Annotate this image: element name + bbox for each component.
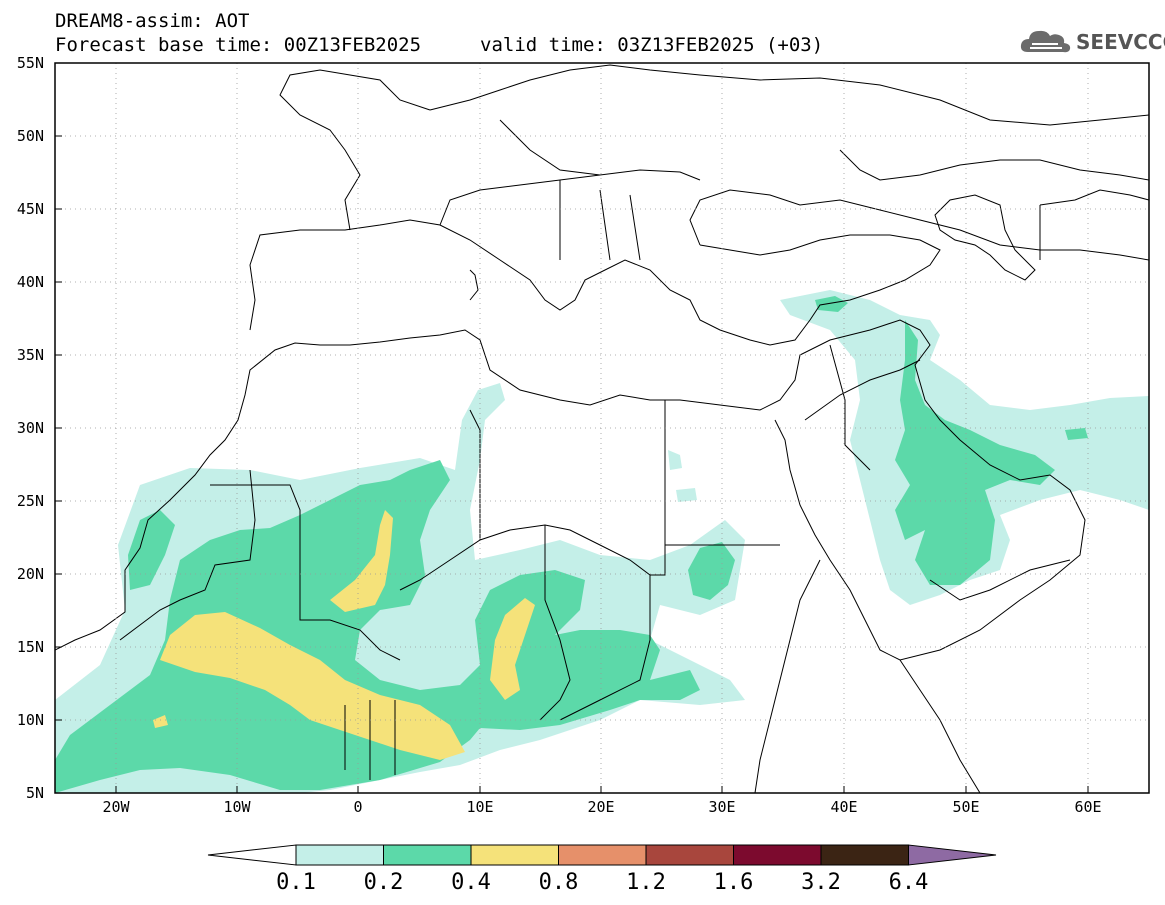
lon-label-40e: 40E: [830, 798, 858, 816]
colorbar-box-1-6: [733, 844, 822, 866]
seevccc-logo: SEEVCCC: [1018, 24, 1165, 60]
colorbar-box-0-1: [295, 844, 384, 866]
colorbar-label: 0.1: [276, 870, 316, 895]
colorbar-label: 0.4: [451, 870, 491, 895]
lat-label-30n: 30N: [16, 419, 44, 437]
cloud-icon: [1020, 30, 1071, 53]
colorbar-label: 1.2: [626, 870, 666, 895]
colorbar-label: 1.6: [713, 870, 754, 895]
lat-label-50n: 50N: [16, 127, 44, 145]
lon-label-20w: 20W: [102, 798, 130, 816]
lat-label-20n: 20N: [16, 565, 44, 583]
colorbar-box-3-2: [820, 844, 909, 866]
lon-label-60e: 60E: [1074, 798, 1102, 816]
colorbar-over-arrow: [908, 844, 997, 866]
aot-level-0-4-shading: [153, 510, 535, 760]
lon-label-30e: 30E: [708, 798, 736, 816]
map-title: DREAM8-assim: AOT: [55, 10, 250, 32]
lat-label-40n: 40N: [16, 273, 44, 291]
lat-label-25n: 25N: [16, 492, 44, 510]
lat-label-5n: 5N: [25, 784, 44, 802]
colorbar-box-1-2: [645, 844, 734, 866]
lon-label-0: 0: [353, 798, 363, 816]
colorbar-under-arrow: [207, 844, 297, 866]
lat-label-45n: 45N: [16, 200, 44, 218]
lat-label-55n: 55N: [16, 54, 44, 72]
colorbar: [207, 844, 997, 866]
lat-lon-gridlines: [55, 63, 1149, 793]
colorbar-label: 0.2: [363, 870, 404, 895]
forecast-base-time: Forecast base time: 00Z13FEB2025: [55, 34, 422, 56]
lon-label-10w: 10W: [223, 798, 251, 816]
colorbar-label: 3.2: [801, 870, 841, 895]
axis-ticks: [55, 62, 1089, 794]
lat-label-35n: 35N: [16, 346, 44, 364]
lon-label-20e: 20E: [587, 798, 615, 816]
colorbar-box-0-4: [470, 844, 559, 866]
lat-label-10n: 10N: [16, 711, 44, 729]
lon-label-10e: 10E: [466, 798, 494, 816]
logo-text: SEEVCCC: [1076, 30, 1165, 54]
lon-label-50e: 50E: [952, 798, 980, 816]
colorbar-box-0-2: [383, 844, 472, 866]
colorbar-box-0-8: [558, 844, 647, 866]
lat-label-15n: 15N: [16, 638, 44, 656]
colorbar-label: 6.4: [888, 870, 929, 895]
valid-time: valid time: 03Z13FEB2025 (+03): [480, 34, 824, 56]
colorbar-label: 0.8: [538, 870, 579, 895]
